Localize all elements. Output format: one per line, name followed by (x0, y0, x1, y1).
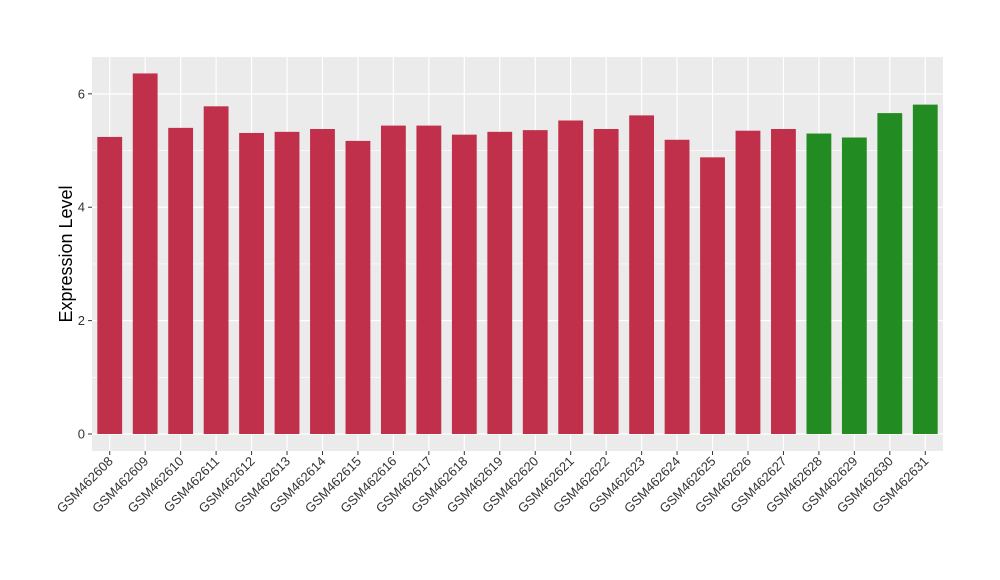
bar-GSM462618 (451, 134, 477, 434)
bar-GSM462614 (310, 128, 335, 434)
bar-GSM462626 (735, 130, 761, 434)
bar-GSM462613 (274, 131, 300, 434)
bar-GSM462629 (841, 137, 867, 434)
x-axis: GSM462608GSM462609GSM462610GSM462611GSM4… (54, 451, 931, 516)
bar-GSM462610 (168, 127, 194, 434)
bar-GSM462630 (877, 113, 903, 434)
y-tick-label: 0 (78, 426, 85, 441)
plot-panel (92, 57, 943, 451)
bar-GSM462616 (380, 125, 406, 434)
y-tick-label: 6 (78, 86, 85, 101)
bar-GSM462627 (771, 128, 796, 434)
bars (97, 73, 938, 434)
bar-GSM462631 (912, 104, 938, 434)
bar-GSM462619 (487, 131, 513, 434)
bar-GSM462612 (239, 132, 264, 434)
bar-GSM462622 (593, 128, 619, 434)
bar-GSM462615 (345, 140, 371, 434)
bar-GSM462623 (629, 115, 655, 434)
bar-GSM462609 (132, 73, 158, 434)
bar-GSM462617 (416, 125, 442, 434)
bar-GSM462621 (558, 120, 584, 434)
bar-GSM462620 (522, 130, 548, 434)
bar-GSM462628 (806, 133, 832, 434)
bar-GSM462611 (203, 106, 229, 434)
y-axis-title: Expression Level (56, 185, 76, 322)
y-tick-label: 4 (78, 200, 85, 215)
y-tick-label: 2 (78, 313, 85, 328)
bar-GSM462625 (700, 157, 725, 434)
y-axis: 0 2 4 6 (78, 86, 92, 441)
bar-GSM462624 (664, 139, 690, 434)
bar-GSM462608 (97, 136, 123, 434)
minor-gridlines (92, 150, 943, 378)
